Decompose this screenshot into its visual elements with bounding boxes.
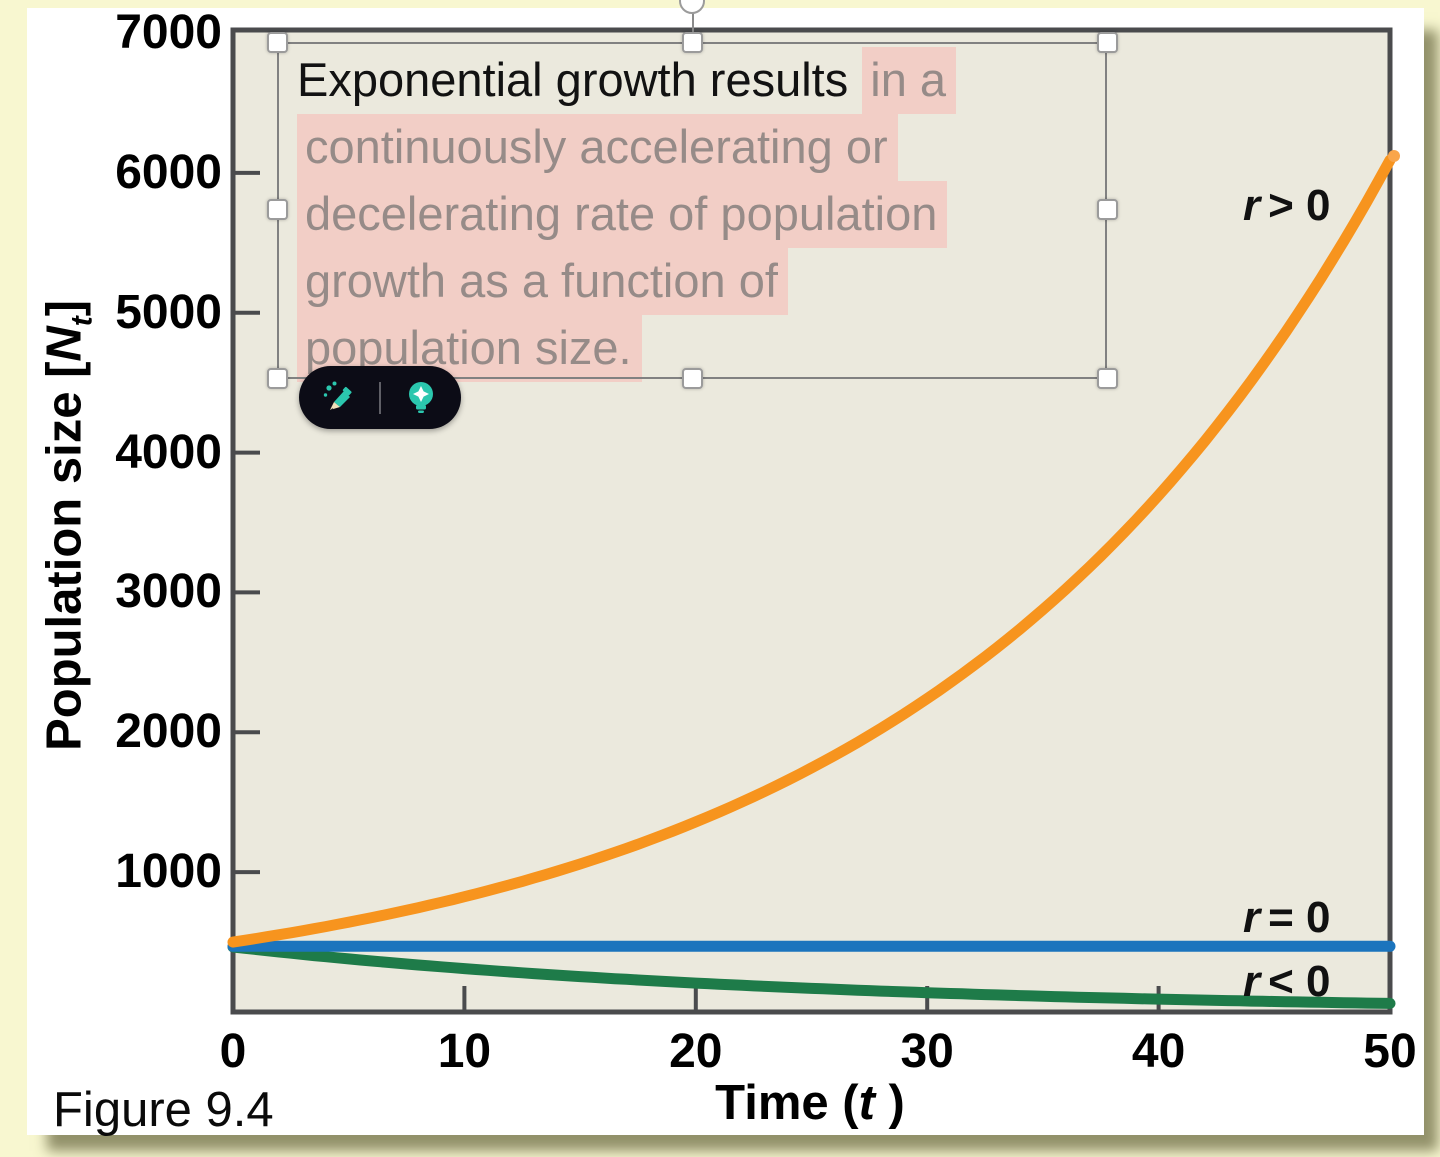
- x-axis-title-suffix: ): [874, 1076, 905, 1130]
- y-axis-title-suffix: ]: [37, 299, 92, 317]
- curve-label-var: r: [1243, 893, 1261, 942]
- y-tick-label: 2000: [115, 705, 222, 759]
- y-axis-title-prefix: Population size [: [37, 361, 92, 751]
- annotation-line: continuously accelerating or: [297, 113, 1127, 181]
- x-tick-label: 0: [219, 1025, 247, 1078]
- y-tick-label: 5000: [115, 285, 222, 339]
- hint-lightbulb-button[interactable]: [399, 376, 443, 420]
- selection-handle-top-right[interactable]: [1097, 32, 1118, 53]
- y-tick-label: 3000: [115, 565, 222, 619]
- annotation-text-plain: Exponential growth results: [297, 53, 849, 106]
- y-tick-label: 4000: [115, 425, 222, 479]
- edit-pencil-button[interactable]: [317, 376, 361, 420]
- lightbulb-sparkle-icon: [409, 381, 433, 413]
- annotation-line: decelerating rate of population: [297, 180, 1127, 248]
- curve-label-r-positive: r > 0: [1243, 181, 1331, 231]
- x-tick-label: 50: [1363, 1025, 1417, 1078]
- annotation-text-highlighted: decelerating rate of population: [297, 181, 948, 248]
- x-tick-label: 30: [900, 1025, 954, 1078]
- rotation-handle-stem: [692, 10, 694, 42]
- pencil-sparkle-icon: [323, 381, 352, 410]
- figure-caption: Figure 9.4: [53, 1083, 274, 1137]
- curve-label-var: r: [1243, 181, 1261, 230]
- curve-label-rest: > 0: [1268, 181, 1331, 230]
- y-tick-label: 6000: [115, 145, 222, 199]
- selection-handle-middle-right[interactable]: [1097, 199, 1118, 220]
- annotation-text-highlighted: growth as a function of: [297, 248, 788, 315]
- x-axis-title: Time (t ): [560, 1075, 1060, 1131]
- curve-label-r-negative: r < 0: [1243, 957, 1331, 1007]
- x-tick-label: 40: [1131, 1025, 1186, 1078]
- x-axis-title-var: t: [858, 1076, 875, 1130]
- selection-handle-bottom-left[interactable]: [267, 368, 288, 389]
- selection-handle-top-center[interactable]: [682, 32, 703, 53]
- selection-handle-bottom-right[interactable]: [1097, 368, 1118, 389]
- selection-handle-top-left[interactable]: [267, 32, 288, 53]
- curve-label-rest: < 0: [1268, 957, 1331, 1006]
- y-axis-title-var: N: [37, 326, 92, 362]
- y-axis-title: Population size [Nt]: [37, 245, 100, 805]
- x-tick-label: 10: [437, 1025, 492, 1078]
- curve-label-var: r: [1243, 957, 1261, 1006]
- x-tick-label: 20: [669, 1025, 723, 1078]
- curve-label-rest: = 0: [1268, 893, 1331, 942]
- annotation-line: growth as a function of: [297, 247, 1127, 315]
- y-tick-label: 1000: [115, 845, 222, 899]
- annotation-text-box[interactable]: Exponential growth results in a continuou…: [297, 46, 1127, 382]
- selection-box[interactable]: [277, 42, 1107, 379]
- selection-handle-middle-left[interactable]: [267, 199, 288, 220]
- annotation-text-highlighted: in a: [862, 47, 957, 114]
- curve-label-r-zero: r = 0: [1243, 893, 1331, 943]
- annotation-line: Exponential growth results in a: [297, 46, 1127, 114]
- annotation-text-highlighted: continuously accelerating or: [297, 114, 898, 181]
- y-tick-label: 7000: [115, 6, 222, 59]
- selection-handle-bottom-center[interactable]: [682, 368, 703, 389]
- x-axis-title-prefix: Time (: [715, 1076, 859, 1130]
- annotation-toolbar: [299, 366, 461, 429]
- toolbar-divider: [379, 381, 381, 414]
- y-axis-title-sub: t: [65, 316, 99, 327]
